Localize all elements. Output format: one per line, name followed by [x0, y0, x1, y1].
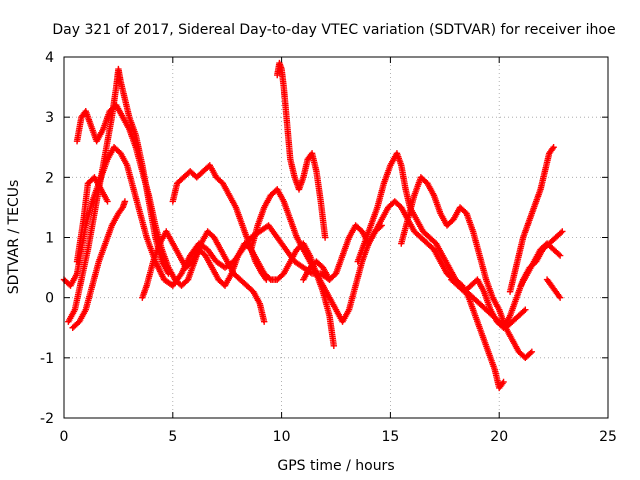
y-tick-label: 4	[45, 50, 54, 66]
y-tick-label: 0	[45, 291, 54, 307]
series-sat-k	[354, 150, 507, 392]
x-tick-label: 15	[381, 429, 399, 445]
series-sat-b	[73, 101, 268, 325]
data-point-interp	[555, 251, 563, 258]
series-sat-n	[506, 144, 557, 295]
x-tick-label: 25	[599, 429, 617, 445]
series-sat-e	[73, 174, 111, 265]
series-sat-d	[69, 198, 129, 331]
x-tick-label: 10	[273, 429, 291, 445]
data-point	[556, 294, 564, 301]
data-point	[121, 198, 129, 205]
x-tick-label: 0	[60, 429, 69, 445]
data-point	[104, 198, 111, 205]
y-axis-label: SDTVAR / TECUs	[6, 180, 22, 295]
data-point	[556, 252, 564, 259]
data-point-interp	[520, 307, 528, 315]
y-tick-label: 3	[45, 110, 54, 126]
data-point	[559, 228, 566, 235]
x-tick-label: 20	[490, 429, 508, 445]
grid-layer	[64, 57, 608, 418]
data-point	[321, 234, 329, 241]
data-point	[500, 378, 507, 386]
data-point-interp	[527, 349, 534, 357]
data-point	[263, 276, 270, 283]
data-point	[165, 270, 172, 277]
data-point	[528, 348, 536, 356]
series-sat-i	[274, 59, 329, 241]
data-point	[330, 342, 338, 349]
series-sat-p	[543, 276, 564, 301]
data-point	[260, 318, 268, 325]
y-tick-label: -2	[40, 411, 54, 427]
y-tick-label: -1	[40, 351, 54, 367]
data-point	[550, 144, 557, 151]
series-sat-o	[517, 240, 564, 289]
series-sat-h	[247, 186, 385, 325]
data-point	[522, 306, 529, 313]
plot-frame	[63, 56, 609, 419]
data-layer	[60, 59, 566, 392]
x-tick-label: 5	[168, 429, 177, 445]
chart-title: Day 321 of 2017, Sidereal Day-to-day VTE…	[52, 22, 615, 38]
y-tick-label: 1	[45, 231, 54, 247]
x-axis-label: GPS time / hours	[277, 458, 394, 474]
data-point-interp	[557, 229, 565, 236]
y-tick-label: 2	[45, 170, 54, 186]
series-sat-l	[398, 174, 536, 362]
series-sat-f	[139, 228, 338, 349]
series-sat-c	[65, 65, 172, 325]
